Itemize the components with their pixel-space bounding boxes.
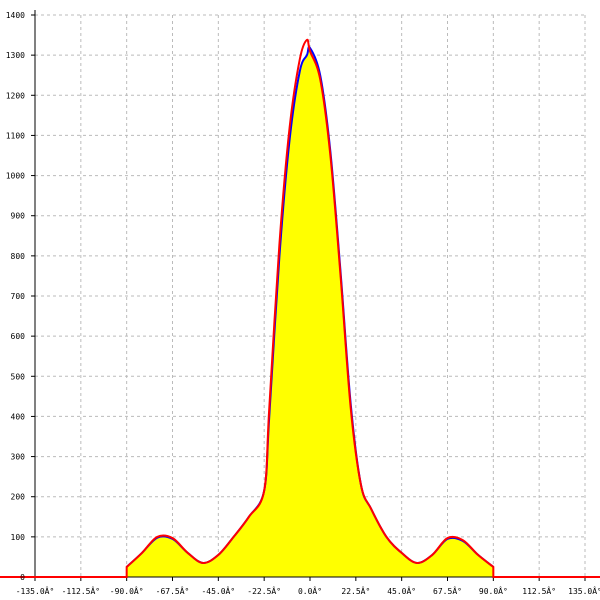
x-tick-label: 67.5Â° xyxy=(433,585,462,596)
y-tick-label: 1200 xyxy=(6,91,25,100)
x-tick-label: -135.0Â° xyxy=(16,585,55,596)
y-tick-label: 500 xyxy=(11,372,26,381)
x-tick-label: -112.5Â° xyxy=(62,585,101,596)
y-tick-label: 1000 xyxy=(6,172,25,181)
y-tick-label: 700 xyxy=(11,292,26,301)
y-tick-label: 900 xyxy=(11,212,26,221)
x-tick-label: 0.0Â° xyxy=(298,585,322,596)
x-tick-label: -67.5Â° xyxy=(156,585,190,596)
y-tick-label: 400 xyxy=(11,412,26,421)
x-tick-label: 22.5Â° xyxy=(341,585,370,596)
y-tick-label: 600 xyxy=(11,332,26,341)
y-tick-label: 1400 xyxy=(6,11,25,20)
x-tick-label: -90.0Â° xyxy=(110,585,144,596)
y-tick-label: 200 xyxy=(11,493,26,502)
red-series-line xyxy=(0,38,600,578)
series-lines xyxy=(0,38,600,578)
y-tick-label: 1300 xyxy=(6,51,25,60)
x-tick-label: -22.5Â° xyxy=(247,585,281,596)
y-tick-label: 100 xyxy=(11,533,26,542)
x-tick-label: 90.0Â° xyxy=(479,585,508,596)
y-tick-label: 300 xyxy=(11,453,26,462)
y-tick-label: 800 xyxy=(11,252,26,261)
y-tick-label: 1100 xyxy=(6,131,25,140)
area-fill xyxy=(126,47,494,578)
x-tick-label: -45.0Â° xyxy=(201,585,235,596)
x-tick-label: 135.0Â° xyxy=(568,585,600,596)
x-tick-label: 112.5Â° xyxy=(522,585,556,596)
y-tick-label: 0 xyxy=(20,573,25,582)
tick-labels: -135.0Â° -112.5Â° -90.0Â° -67.5Â° -45.0Â° -22… xyxy=(6,11,600,596)
yellow-area xyxy=(126,47,494,578)
x-tick-label: 45.0Â° xyxy=(387,585,416,596)
